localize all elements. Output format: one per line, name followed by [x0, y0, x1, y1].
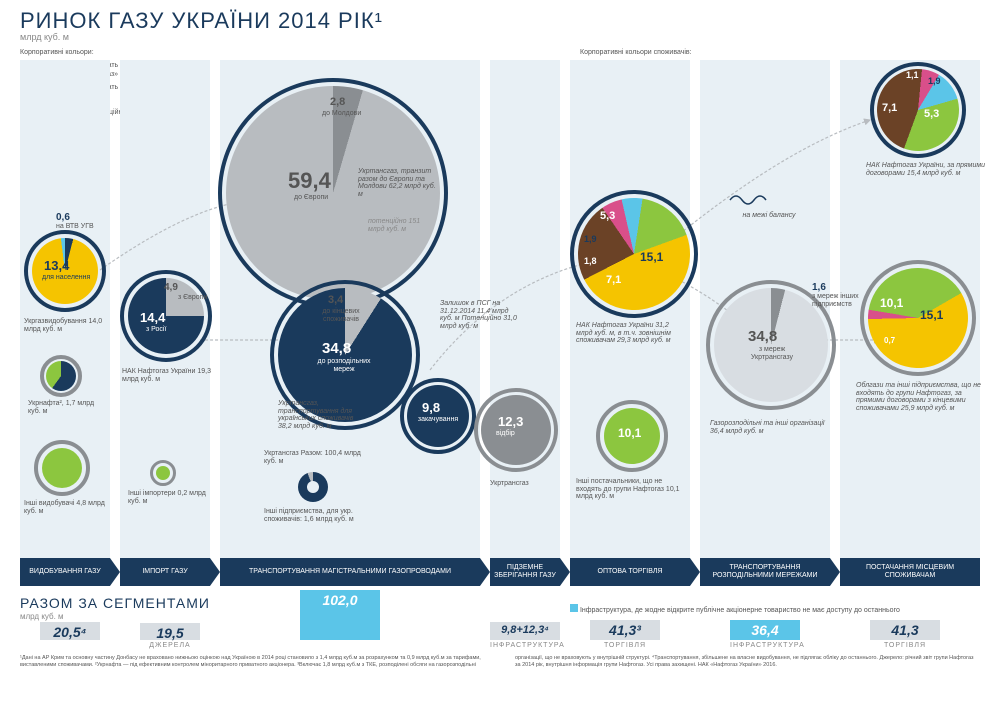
label: до Європи — [294, 194, 328, 202]
value: 12,3 — [498, 414, 523, 429]
caption: Газорозподільні та інші організації 36,4… — [710, 420, 830, 435]
label: з Росії — [146, 326, 166, 334]
caption: Укртрансгаз — [490, 480, 560, 488]
caption: Укртансгаз, транспортування для українсь… — [278, 400, 368, 431]
label: до кінцевих споживачів — [316, 308, 366, 323]
caption: Інші видобувачі 4,8 млрд куб. м — [24, 500, 114, 515]
value: 14,4 — [140, 310, 165, 325]
caption: Укрнафта², 1,7 млрд куб. м — [28, 400, 108, 415]
caption: потенційно 151 млрд куб. м — [368, 218, 438, 233]
page-subtitle: млрд куб. м — [20, 32, 69, 42]
circle-other-producers — [34, 440, 90, 496]
label: закачування — [410, 416, 466, 424]
caption: Укртансгаз, транзит разом до Європи та М… — [358, 168, 438, 199]
circle-ukrnafta — [40, 355, 82, 397]
label: з мереж Укртрансгазу — [742, 346, 802, 361]
stage-label: ВИДОБУВАННЯ ГАЗУ — [20, 558, 110, 586]
value: 15,1 — [640, 250, 663, 264]
value: 34,8 — [748, 328, 777, 345]
stage-label: ТРАНСПОРТУВАННЯ РОЗПОДІЛЬНИМИ МЕРЕЖАМИ — [700, 558, 830, 586]
label: до Молдови — [322, 110, 361, 118]
stage-label: ОПТОВА ТОРГІВЛЯ — [570, 558, 690, 586]
legend-header: Корпоративні кольори споживачів: — [580, 48, 692, 58]
pie-wholesale-naftogaz: 15,1 7,1 1,8 1,9 5,3 — [570, 190, 698, 318]
value: 59,4 — [288, 168, 331, 194]
circle-other-suppliers: 10,1 — [596, 400, 668, 472]
value: 1,9 — [928, 76, 941, 86]
value: 3,4 — [328, 294, 343, 306]
value: 0,7 — [884, 336, 895, 345]
value: 15,1 — [920, 308, 943, 322]
value: 5,3 — [600, 210, 615, 222]
segbar: 102,0 — [300, 602, 380, 640]
pie-import: 4,9 з Європи 14,4 з Росії — [120, 270, 212, 362]
circle-other-importers — [150, 460, 176, 486]
caption: Облгази та інші підприємства, що не вход… — [856, 382, 984, 413]
stage-label: ПІДЗЕМНЕ ЗБЕРІГАННЯ ГАЗУ — [490, 558, 560, 586]
caption: Інші імпортери 0,2 млрд куб. м — [128, 490, 208, 505]
pie-storage-out: 12,3 відбір — [474, 388, 558, 472]
value: 2,8 — [330, 96, 345, 108]
pie-supply-oblgaz: 15,1 0,7 10,1 — [860, 260, 976, 376]
value: 7,1 — [606, 274, 621, 286]
legend-header: Корпоративні кольори: — [20, 48, 140, 57]
pie-supply-naftogaz: 7,1 1,1 1,9 5,3 — [870, 62, 966, 158]
pie-storage-in: 9,8 закачування — [400, 378, 476, 454]
value: 34,8 — [322, 340, 351, 357]
caption: НАК Нафтогаз України, за прямими договор… — [866, 162, 986, 177]
caption: НАК Нафтогаз України 31,2 млрд куб. м, в… — [576, 322, 686, 345]
label: для населення — [42, 274, 90, 282]
stage-label: ТРАНСПОРТУВАННЯ МАГІСТРАЛЬНИМИ ГАЗОПРОВО… — [220, 558, 480, 586]
note-infrastructure: Інфраструктура, де жодне відкрите публіч… — [570, 604, 900, 614]
pie-ugv: 13,4 для населення — [24, 230, 106, 312]
value: 4,9 — [164, 282, 178, 293]
value: 7,1 — [882, 102, 897, 114]
caption: Залишок в ПСГ на 31.12.2014 11,4 млрд ку… — [440, 300, 518, 331]
label: відбір — [496, 430, 515, 438]
value: 10,1 — [618, 426, 641, 440]
value: 9,8 — [422, 400, 440, 415]
segbar: 20,5⁴ — [40, 602, 100, 640]
value: 1,8 — [584, 256, 597, 266]
value: 13,4 — [44, 258, 69, 273]
stage-label: ІМПОРТ ГАЗУ — [120, 558, 210, 586]
caption: НАК Нафтогаз України 19,3 млрд куб. м — [122, 368, 212, 383]
stage-label: ПОСТАЧАННЯ МІСЦЕВИМ СПОЖИВАЧАМ — [840, 558, 980, 586]
page-title: РИНОК ГАЗУ УКРАЇНИ 2014 РІК¹ — [20, 8, 383, 34]
donut-ukrtransgaz — [298, 472, 328, 502]
value: 1,9 — [584, 234, 597, 244]
footnotes: ¹Дані на АР Крим та основну частину Донб… — [20, 655, 980, 668]
caption: Укртансгаз Разом: 100,4 млрд куб. м — [264, 450, 364, 465]
value: 1,1 — [906, 70, 919, 80]
segbar: 9,8+12,3⁴ІНФРАСТРУКТУРА — [490, 602, 560, 640]
label: з Європи — [178, 294, 207, 302]
value: 10,1 — [880, 296, 903, 310]
value: 5,3 — [924, 108, 939, 120]
caption: Інші постачальники, що не входять до гру… — [576, 478, 686, 501]
swatch-cyan — [570, 604, 578, 612]
label: 0,6на ВТВ УГВ — [56, 212, 94, 231]
caption: на межі балансу — [734, 212, 804, 220]
label: до розподільних мереж — [314, 358, 374, 373]
caption: Інші підприємства, для укр. споживачів: … — [264, 508, 384, 523]
segbar: 19,5ДЖЕРЕЛА — [140, 602, 200, 640]
pie-transit: 59,4 до Європи 2,8 до Молдови Укртансгаз… — [218, 78, 448, 308]
caption: Укргазвидобування 14,0 млрд куб. м — [24, 318, 114, 333]
